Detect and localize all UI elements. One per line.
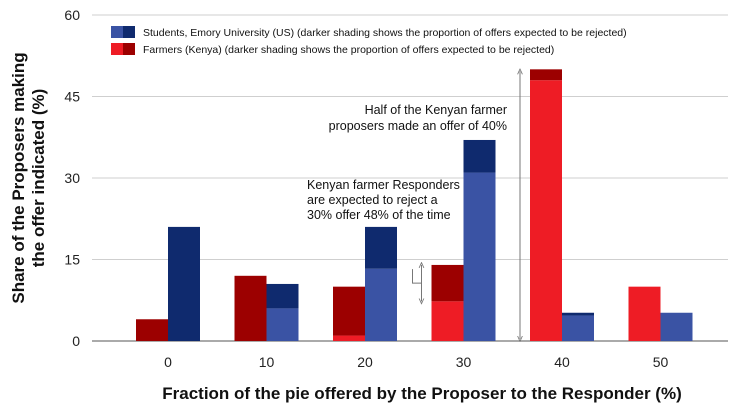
- bar-rejected: [266, 283, 299, 309]
- y-axis-title-line: the offer indicated (%): [29, 89, 48, 268]
- bar-accepted: [266, 308, 299, 341]
- bar-accepted: [463, 172, 496, 341]
- bar-accepted: [365, 268, 397, 341]
- x-tick-label: 0: [164, 354, 172, 370]
- bar-rejected: [136, 319, 168, 341]
- annotation-connector: [412, 269, 422, 284]
- y-tick-labels: 0 15 30 45 60: [64, 7, 80, 349]
- legend-swatch-students-light: [111, 26, 123, 38]
- y-axis-title: Share of the Proposers making the offer …: [9, 52, 48, 303]
- bar-rejected: [333, 286, 365, 336]
- annotation-markers: [412, 71, 521, 339]
- bar-accepted: [530, 80, 562, 341]
- y-tick-label: 0: [72, 333, 80, 349]
- annotation-line: Half of the Kenyan farmer: [365, 103, 507, 117]
- bar-accepted: [431, 301, 464, 341]
- x-tick-label: 50: [653, 354, 669, 370]
- bar-accepted: [628, 286, 661, 341]
- legend-swatch-farmers-light: [111, 43, 123, 55]
- bar-rejected: [168, 226, 200, 341]
- annotation-line: 30% offer 48% of the time: [307, 208, 451, 222]
- y-axis-title-line: Share of the Proposers making: [9, 52, 28, 303]
- bar-rejected: [530, 69, 562, 81]
- annotation-line: proposers made an offer of 40%: [329, 119, 507, 133]
- y-tick-label: 30: [64, 170, 80, 186]
- bars: [136, 69, 693, 341]
- bar-accepted: [660, 312, 693, 341]
- x-tick-labels: 0 10 20 30 40 50: [164, 354, 668, 370]
- y-tick-label: 15: [64, 252, 80, 268]
- bar-rejected: [234, 275, 267, 341]
- bar-rejected: [562, 312, 594, 316]
- legend-swatch-farmers-dark: [123, 43, 135, 55]
- x-tick-label: 30: [456, 354, 472, 370]
- bar-rejected: [431, 264, 464, 302]
- annotation-kenya-40: Half of the Kenyan farmer proposers made…: [329, 103, 507, 133]
- bar-rejected: [365, 226, 397, 269]
- x-tick-label: 40: [554, 354, 570, 370]
- legend-swatch-students-dark: [123, 26, 135, 38]
- x-tick-label: 10: [259, 354, 275, 370]
- y-tick-label: 45: [64, 89, 80, 105]
- x-axis-title: Fraction of the pie offered by the Propo…: [162, 384, 682, 403]
- annotation-kenya-30: Kenyan farmer Responders are expected to…: [307, 178, 460, 222]
- legend-label-farmers: Farmers (Kenya) (darker shading shows th…: [143, 44, 554, 56]
- annotation-line: are expected to reject a: [307, 193, 438, 207]
- bar-rejected: [463, 139, 496, 173]
- legend-label-students: Students, Emory University (US) (darker …: [143, 27, 627, 39]
- annotation-line: Kenyan farmer Responders: [307, 178, 460, 192]
- x-tick-label: 20: [357, 354, 373, 370]
- y-tick-label: 60: [64, 7, 80, 23]
- bar-accepted: [562, 315, 594, 341]
- legend: Students, Emory University (US) (darker …: [111, 26, 627, 56]
- bar-accepted: [333, 335, 365, 341]
